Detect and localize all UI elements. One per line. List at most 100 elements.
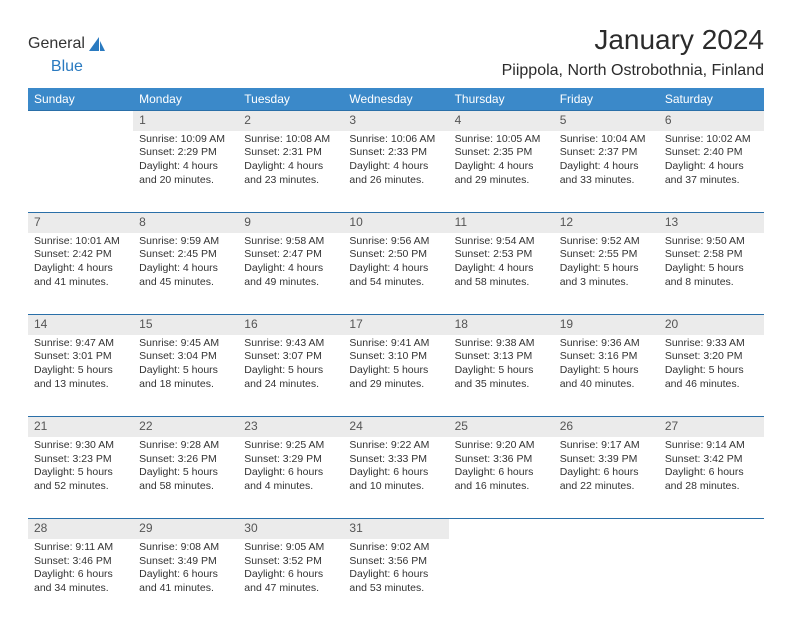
day-data-cell: Sunrise: 9:20 AMSunset: 3:36 PMDaylight:… (449, 437, 554, 519)
day-number-cell: 10 (343, 213, 448, 233)
day-number-cell: 12 (554, 213, 659, 233)
daylight-text: Daylight: 6 hours and 41 minutes. (139, 568, 232, 595)
day-data-cell: Sunrise: 10:05 AMSunset: 2:35 PMDaylight… (449, 131, 554, 213)
sunset-text: Sunset: 2:37 PM (560, 146, 653, 160)
daylight-text: Daylight: 5 hours and 35 minutes. (455, 364, 548, 391)
sunset-text: Sunset: 3:10 PM (349, 350, 442, 364)
day-number-row: 78910111213 (28, 213, 764, 233)
sunset-text: Sunset: 2:55 PM (560, 248, 653, 262)
sunrise-text: Sunrise: 9:43 AM (244, 337, 337, 351)
sunrise-text: Sunrise: 9:02 AM (349, 541, 442, 555)
sunrise-text: Sunrise: 9:59 AM (139, 235, 232, 249)
day-number-cell: 5 (554, 111, 659, 131)
sunrise-text: Sunrise: 10:01 AM (34, 235, 127, 249)
sunrise-text: Sunrise: 9:41 AM (349, 337, 442, 351)
sunrise-text: Sunrise: 10:09 AM (139, 133, 232, 147)
day-data-row: Sunrise: 9:47 AMSunset: 3:01 PM Daylight:… (28, 335, 764, 417)
day-data-row: Sunrise: 9:11 AMSunset: 3:46 PMDaylight:… (28, 539, 764, 621)
sunset-text: Sunset: 2:53 PM (455, 248, 548, 262)
day-number-cell: 19 (554, 315, 659, 335)
sunrise-text: Sunrise: 9:45 AM (139, 337, 232, 351)
day-number-cell: 29 (133, 519, 238, 539)
sunrise-text: Sunrise: 9:56 AM (349, 235, 442, 249)
day-number-cell: 17 (343, 315, 448, 335)
sunrise-text: Sunrise: 9:14 AM (665, 439, 758, 453)
sunrise-text: Sunrise: 9:50 AM (665, 235, 758, 249)
day-number-cell: 26 (554, 417, 659, 437)
daylight-text: Daylight: 6 hours and 28 minutes. (665, 466, 758, 493)
day-number-cell (554, 519, 659, 539)
daylight-text: Daylight: 4 hours and 33 minutes. (560, 160, 653, 187)
sunset-text: Sunset: 3:01 PM (34, 350, 127, 364)
sunrise-text: Sunrise: 9:30 AM (34, 439, 127, 453)
day-number-cell: 3 (343, 111, 448, 131)
daylight-text: Daylight: 4 hours and 26 minutes. (349, 160, 442, 187)
day-number-cell: 16 (238, 315, 343, 335)
day-number-cell: 20 (659, 315, 764, 335)
day-number-cell: 13 (659, 213, 764, 233)
sunset-text: Sunset: 2:33 PM (349, 146, 442, 160)
sunrise-text: Sunrise: 9:47 AM (34, 337, 127, 351)
daylight-text: Daylight: 6 hours and 53 minutes. (349, 568, 442, 595)
sunrise-text: Sunrise: 9:36 AM (560, 337, 653, 351)
sunset-text: Sunset: 3:36 PM (455, 453, 548, 467)
sunrise-text: Sunrise: 9:08 AM (139, 541, 232, 555)
day-data-cell: Sunrise: 9:43 AMSunset: 3:07 PMDaylight:… (238, 335, 343, 417)
sunset-text: Sunset: 2:42 PM (34, 248, 127, 262)
sunrise-text: Sunrise: 9:05 AM (244, 541, 337, 555)
day-number-cell: 2 (238, 111, 343, 131)
sunset-text: Sunset: 3:42 PM (665, 453, 758, 467)
sunrise-text: Sunrise: 10:05 AM (455, 133, 548, 147)
day-data-cell: Sunrise: 9:30 AMSunset: 3:23 PMDaylight:… (28, 437, 133, 519)
header: General Blue January 2024 Piippola, Nort… (28, 24, 764, 80)
logo: General Blue (28, 24, 83, 64)
title-block: January 2024 Piippola, North Ostrobothni… (502, 24, 764, 80)
sunset-text: Sunset: 3:56 PM (349, 555, 442, 569)
day-number-cell: 8 (133, 213, 238, 233)
day-data-cell: Sunrise: 10:01 AMSunset: 2:42 PMDaylight… (28, 233, 133, 315)
day-data-cell (449, 539, 554, 621)
day-number-cell: 7 (28, 213, 133, 233)
weekday-header: Wednesday (343, 88, 448, 111)
daylight-text: Daylight: 6 hours and 16 minutes. (455, 466, 548, 493)
sunrise-text: Sunrise: 9:17 AM (560, 439, 653, 453)
day-number-cell: 30 (238, 519, 343, 539)
sunset-text: Sunset: 3:16 PM (560, 350, 653, 364)
day-data-cell (554, 539, 659, 621)
weekday-header: Tuesday (238, 88, 343, 111)
day-number-row: 123456 (28, 111, 764, 131)
day-data-cell: Sunrise: 9:36 AMSunset: 3:16 PMDaylight:… (554, 335, 659, 417)
day-data-cell: Sunrise: 9:02 AMSunset: 3:56 PMDaylight:… (343, 539, 448, 621)
daylight-text: Daylight: 5 hours and 18 minutes. (139, 364, 232, 391)
weekday-header: Friday (554, 88, 659, 111)
daylight-text: Daylight: 6 hours and 34 minutes. (34, 568, 127, 595)
sunrise-text: Sunrise: 9:58 AM (244, 235, 337, 249)
daylight-text: Daylight: 4 hours and 45 minutes. (139, 262, 232, 289)
day-data-cell: Sunrise: 9:33 AMSunset: 3:20 PMDaylight:… (659, 335, 764, 417)
day-number-cell (28, 111, 133, 131)
day-number-cell: 15 (133, 315, 238, 335)
daylight-text: Daylight: 6 hours and 22 minutes. (560, 466, 653, 493)
sunset-text: Sunset: 2:58 PM (665, 248, 758, 262)
sunset-text: Sunset: 3:20 PM (665, 350, 758, 364)
day-data-row: Sunrise: 9:30 AMSunset: 3:23 PM Daylight:… (28, 437, 764, 519)
sunset-text: Sunset: 2:47 PM (244, 248, 337, 262)
daylight-text: Daylight: 6 hours and 4 minutes. (244, 466, 337, 493)
sunrise-text: Sunrise: 9:54 AM (455, 235, 548, 249)
sunset-text: Sunset: 2:50 PM (349, 248, 442, 262)
sail-icon (87, 35, 107, 53)
daylight-text: Daylight: 4 hours and 29 minutes. (455, 160, 548, 187)
day-data-row: Sunrise: 10:09 AMSunset: 2:29 PMDaylight… (28, 131, 764, 213)
day-data-cell: Sunrise: 9:25 AMSunset: 3:29 PMDaylight:… (238, 437, 343, 519)
sunset-text: Sunset: 2:31 PM (244, 146, 337, 160)
day-data-cell: Sunrise: 10:04 AMSunset: 2:37 PMDaylight… (554, 131, 659, 213)
day-number-cell (659, 519, 764, 539)
sunset-text: Sunset: 3:23 PM (34, 453, 127, 467)
day-data-cell: Sunrise: 9:45 AMSunset: 3:04 PMDaylight:… (133, 335, 238, 417)
daylight-text: Daylight: 4 hours and 23 minutes. (244, 160, 337, 187)
day-number-row: 14151617181920 (28, 315, 764, 335)
daylight-text: Daylight: 5 hours and 58 minutes. (139, 466, 232, 493)
sunset-text: Sunset: 3:13 PM (455, 350, 548, 364)
day-data-cell: Sunrise: 10:09 AMSunset: 2:29 PMDaylight… (133, 131, 238, 213)
day-data-cell: Sunrise: 9:54 AMSunset: 2:53 PMDaylight:… (449, 233, 554, 315)
